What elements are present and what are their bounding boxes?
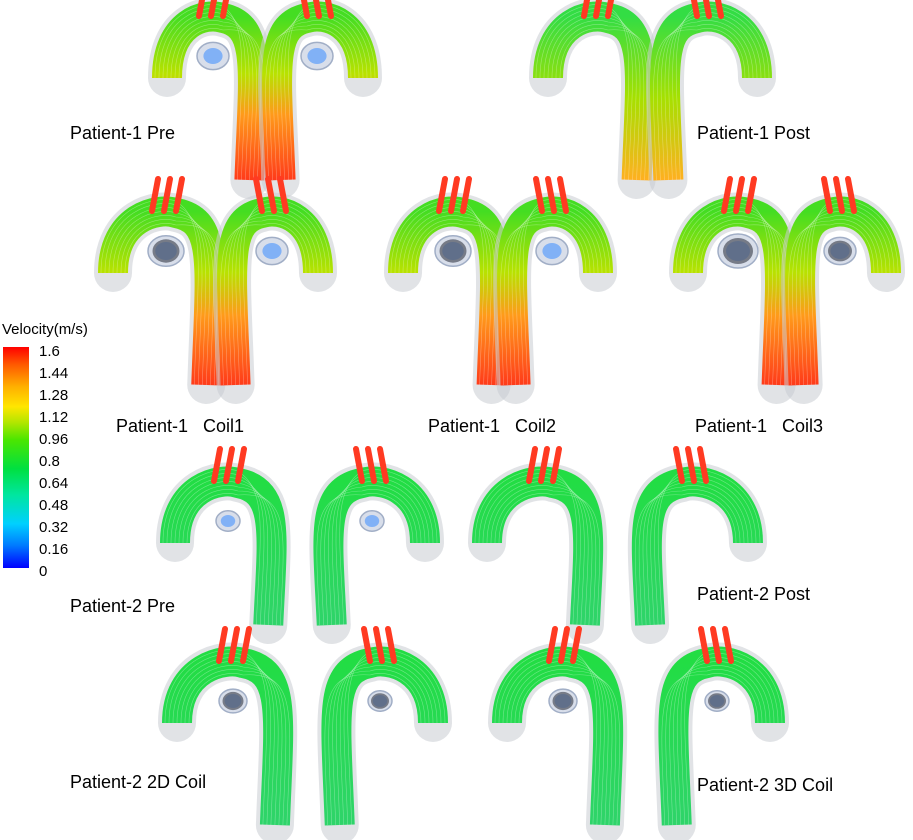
legend-tick: 0.8 bbox=[39, 453, 60, 470]
aorta-p1-pre-a bbox=[148, 0, 272, 199]
panel-label-patient2-3d-coil: Patient-2 3D Coil bbox=[697, 775, 834, 795]
panel-label-patient1-coil3: Patient-1 Coil3 bbox=[695, 416, 824, 436]
aorta-p2-pre-a bbox=[156, 446, 291, 644]
aorta-p1-coil3-b bbox=[781, 176, 905, 404]
aorta-p2-2dcoil-b bbox=[317, 626, 452, 840]
legend-tick: 0.96 bbox=[39, 431, 69, 448]
panel-label-patient1-coil1: Patient-1 Coil1 bbox=[116, 416, 245, 436]
legend-tick: 0.64 bbox=[39, 475, 69, 492]
panel-label-patient2-2d-coil: Patient-2 2D Coil bbox=[70, 772, 207, 792]
aorta-p1-pre-b bbox=[258, 0, 382, 199]
legend-title: Velocity(m/s) bbox=[2, 321, 88, 338]
aorta-p1-coil3-a bbox=[669, 176, 799, 404]
aorta-p2-pre-b bbox=[309, 446, 444, 644]
colorbar bbox=[3, 347, 29, 568]
legend-tick: 0.32 bbox=[39, 519, 69, 536]
aorta-p2-post-b bbox=[627, 446, 767, 644]
legend-tick: 1.28 bbox=[39, 387, 69, 404]
panel-label-patient1-pre: Patient-1 Pre bbox=[70, 123, 176, 143]
aorta-p1-post-b bbox=[646, 0, 776, 199]
panel-label-patient1-post: Patient-1 Post bbox=[697, 123, 811, 143]
legend-tick: 0.16 bbox=[39, 541, 69, 558]
legend-tick: 0.48 bbox=[39, 497, 69, 514]
aorta-p1-coil2-a bbox=[384, 176, 514, 404]
legend-tick: 1.6 bbox=[39, 343, 60, 360]
aorta-p1-coil2-b bbox=[493, 176, 617, 404]
panel-label-patient2-post: Patient-2 Post bbox=[697, 584, 811, 604]
aorta-p1-coil1-a bbox=[94, 176, 229, 404]
aorta-p2-3dcoil-a bbox=[488, 626, 628, 840]
panel-label-patient1-coil2: Patient-1 Coil2 bbox=[428, 416, 557, 436]
aorta-p1-coil1-b bbox=[213, 176, 337, 404]
legend-tick: 1.44 bbox=[39, 365, 69, 382]
aorta-p2-2dcoil-a bbox=[158, 626, 298, 840]
panel-label-patient2-pre: Patient-2 Pre bbox=[70, 596, 176, 616]
aorta-p2-3dcoil-b bbox=[654, 626, 789, 840]
legend-tick: 1.12 bbox=[39, 409, 69, 426]
aorta-p1-post-a bbox=[529, 0, 659, 199]
aorta-p2-post-a bbox=[468, 446, 608, 644]
legend-tick: 0 bbox=[39, 563, 48, 580]
